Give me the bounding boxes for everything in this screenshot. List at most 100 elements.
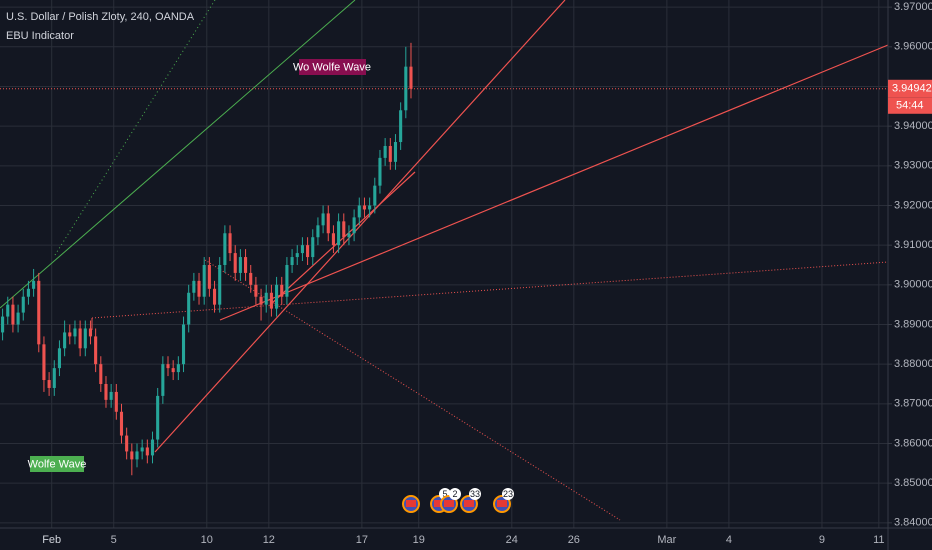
candle-body — [331, 233, 335, 246]
candle-body — [362, 205, 367, 210]
candle-body — [26, 288, 30, 297]
candle-body — [373, 185, 377, 206]
candle-body — [52, 368, 56, 388]
candle-body — [409, 66, 413, 89]
y-tick-label: 3.97000 — [894, 1, 932, 13]
candle-body — [378, 157, 382, 186]
candle-body — [347, 233, 351, 238]
x-tick-label: Feb — [42, 534, 61, 546]
event-count: 2 — [452, 489, 457, 499]
chart-title: U.S. Dollar / Polish Zloty, 240, OANDA — [6, 11, 195, 23]
event-flag — [434, 500, 444, 507]
y-tick-label: 3.89000 — [894, 318, 932, 330]
candle-body — [393, 142, 398, 162]
countdown-tag — [888, 97, 932, 114]
candle-body — [244, 257, 248, 273]
candle-body — [306, 245, 310, 258]
event-flag — [444, 500, 454, 507]
candle-body — [88, 328, 93, 337]
candle-body — [223, 233, 227, 265]
grid — [0, 0, 888, 528]
x-tick-label: 26 — [568, 534, 580, 546]
candle-body — [68, 332, 72, 337]
annotation-box — [299, 59, 366, 75]
candle-body — [368, 205, 372, 210]
candle-body — [311, 237, 315, 258]
candle-body — [316, 225, 320, 238]
candle-body — [249, 272, 253, 285]
price-tag-label: 3.94942 — [892, 83, 932, 95]
candle-body — [161, 364, 165, 396]
candle-body — [212, 288, 217, 305]
countdown-label: 54:44 — [896, 100, 924, 112]
candle-body — [42, 344, 46, 381]
candle-body — [259, 296, 263, 305]
candle-body — [233, 253, 237, 273]
candle-body — [109, 391, 113, 400]
candle-body — [176, 364, 180, 373]
candle-body — [171, 368, 175, 373]
candle-body — [104, 384, 108, 400]
candle-body — [94, 336, 98, 365]
x-tick-label: 12 — [263, 534, 275, 546]
y-tick-label: 3.90000 — [894, 279, 932, 291]
event-badge — [449, 488, 461, 500]
event-count: 23 — [503, 489, 513, 499]
candle-body — [181, 324, 186, 365]
y-tick-label: 3.93000 — [894, 160, 932, 172]
y-tick-label: 3.96000 — [894, 41, 932, 53]
y-tick-label: 3.88000 — [894, 358, 932, 370]
candle-body — [150, 439, 155, 456]
candle-body — [130, 451, 134, 460]
candle-body — [275, 284, 279, 309]
indicator-name: EBU Indicator — [6, 30, 74, 42]
trend-line — [204, 259, 621, 521]
y-tick-label: 3.85000 — [894, 477, 932, 489]
event-flag — [497, 500, 507, 507]
drawings — [0, 0, 889, 521]
x-tick-label: 10 — [201, 534, 213, 546]
y-tick-label: 3.84000 — [894, 517, 932, 529]
candle-body — [47, 380, 51, 388]
x-tick-label: 4 — [726, 534, 732, 546]
candle-body — [197, 280, 201, 297]
x-tick-label: 5 — [111, 534, 117, 546]
candle-body — [295, 253, 299, 258]
event-count: 5 — [442, 489, 447, 499]
price-tag — [888, 79, 932, 98]
candle-body — [357, 205, 361, 218]
candles — [1, 42, 413, 476]
trend-line — [154, 0, 566, 453]
y-tick-label: 3.92000 — [894, 199, 932, 211]
event-flag — [464, 500, 474, 507]
candle-body — [125, 435, 129, 452]
candle-body — [254, 284, 258, 297]
candle-body — [342, 221, 346, 238]
candle-body — [388, 145, 392, 162]
candle-body — [202, 264, 206, 297]
candle-body — [145, 447, 149, 456]
trend-line — [219, 44, 889, 321]
candle-body — [135, 451, 139, 460]
candle-body — [352, 217, 356, 234]
candle-body — [228, 233, 232, 254]
candle-body — [1, 316, 5, 333]
candle-body — [337, 221, 341, 246]
x-tick-label: 19 — [413, 534, 425, 546]
candle-body — [166, 364, 170, 369]
candle-body — [264, 292, 268, 305]
candle-body — [73, 328, 77, 337]
candle-body — [187, 292, 191, 325]
candle-body — [83, 328, 87, 349]
candle-body — [383, 145, 387, 158]
candle-body — [280, 284, 284, 297]
x-tick-label: 9 — [819, 534, 825, 546]
candle-body — [290, 257, 294, 265]
candle-body — [326, 213, 330, 234]
candle-body — [156, 395, 160, 440]
annotation-box — [30, 456, 84, 472]
candle-body — [63, 332, 67, 349]
candle-body — [192, 280, 196, 293]
event-flag — [406, 500, 416, 507]
